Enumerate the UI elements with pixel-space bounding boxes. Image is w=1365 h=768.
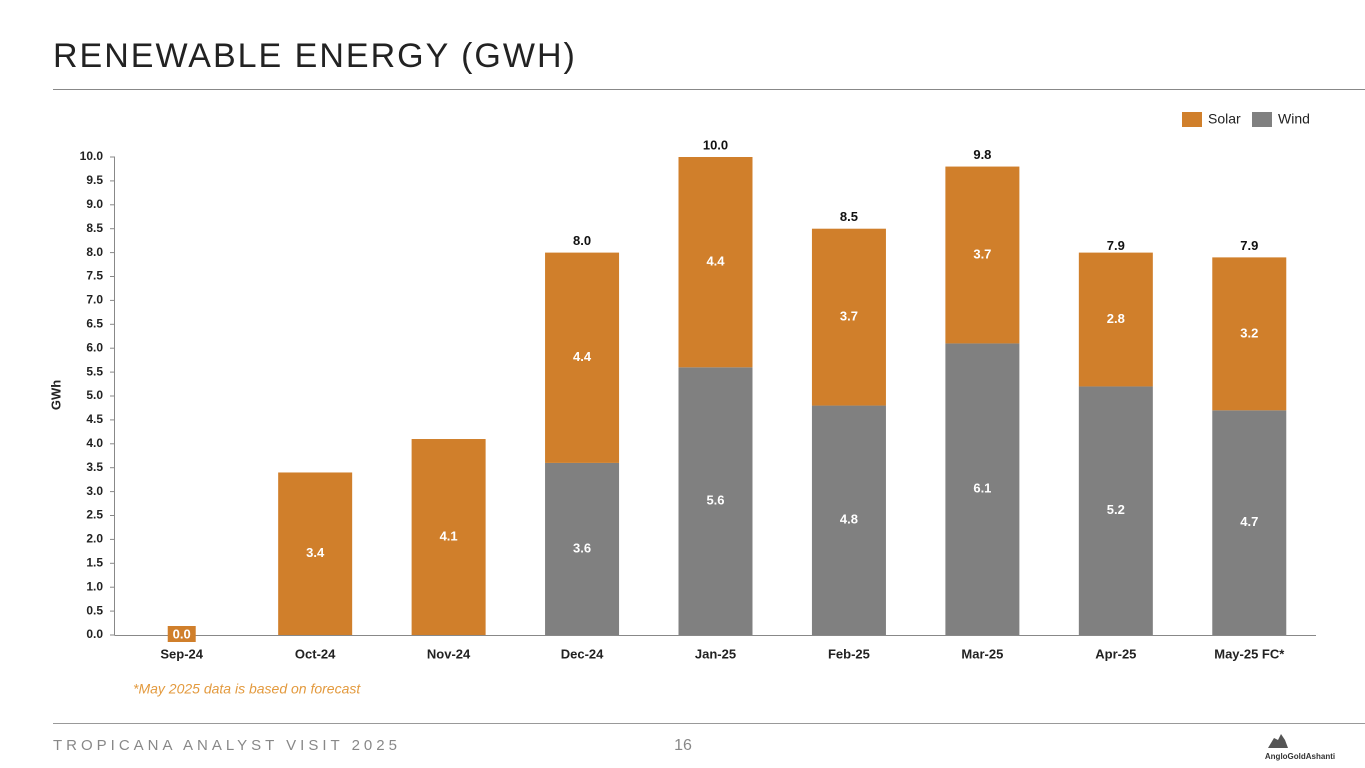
y-tick-label: 9.0 [86,197,103,211]
segment-label: 4.7 [1240,514,1258,529]
logo: AngloGoldAshanti [1265,752,1335,761]
y-tick-label: 9.5 [86,173,103,187]
bar-segment [545,462,620,635]
x-tick-label: Mar-25 [961,646,1003,661]
bar-segment [278,472,353,635]
legend-swatch [1182,112,1202,127]
bar-segment [1078,252,1153,387]
segment-label: 3.4 [306,545,325,560]
segment-label: 4.8 [840,512,858,527]
legend-swatch [1252,112,1272,127]
total-label: 7.9 [1240,238,1258,253]
logo-icon [1268,734,1288,748]
total-label: 8.5 [840,209,858,224]
total-label: 8.0 [573,233,591,248]
bar-segment [1078,386,1153,635]
total-label: 9.8 [973,147,991,162]
y-tick-label: 2.0 [86,532,103,546]
y-tick-label: 8.5 [86,221,103,235]
segment-label: 0.0 [173,626,191,641]
x-tick-label: Feb-25 [828,646,870,661]
bar-segment [545,252,620,463]
y-tick-label: 8.0 [86,245,103,259]
bar-segment [411,439,486,635]
footer-text: TROPICANA ANALYST VISIT 2025 [53,737,401,754]
legend-label: Wind [1278,111,1310,127]
segment-label: 4.4 [573,349,592,364]
y-tick-label: 1.0 [86,579,103,593]
bar-segment [811,228,886,406]
total-label: 10.0 [703,137,728,152]
segment-label: 4.1 [440,528,458,543]
x-tick-label: Apr-25 [1095,646,1136,661]
label-background [167,626,196,642]
total-label: 7.9 [1107,238,1125,253]
y-tick-label: 3.0 [86,484,103,498]
y-tick-label: 7.5 [86,269,103,283]
x-tick-label: Sep-24 [160,646,203,661]
segment-label: 2.8 [1107,311,1125,326]
slide-title: RENEWABLE ENERGY (GWH) [53,37,577,75]
x-tick-label: Oct-24 [295,646,336,661]
y-tick-label: 6.5 [86,316,103,330]
legend-label: Solar [1208,111,1241,127]
bar-segment [945,343,1020,635]
segment-label: 5.6 [706,493,724,508]
bar-segment [1212,257,1287,411]
segment-label: 6.1 [973,481,991,496]
segment-label: 3.7 [840,309,858,324]
bar-segment [811,405,886,635]
footnote: *May 2025 data is based on forecast [133,681,361,697]
segment-label: 3.2 [1240,325,1258,340]
segment-label: 3.6 [573,540,591,555]
bar-segment [678,157,753,368]
y-axis-label: GWh [48,380,63,410]
y-tick-label: 10.0 [80,149,104,163]
page-number: 16 [674,737,692,754]
segment-label: 4.4 [706,254,725,269]
x-tick-label: Nov-24 [427,646,471,661]
x-tick-label: Dec-24 [561,646,604,661]
bar-segment [678,367,753,635]
x-tick-label: Jan-25 [695,646,736,661]
segment-label: 5.2 [1107,502,1125,517]
segment-label: 3.7 [973,246,991,261]
y-tick-label: 5.0 [86,388,103,402]
y-tick-label: 4.0 [86,436,103,450]
bar-segment [945,166,1020,344]
x-tick-label: May-25 FC* [1214,646,1285,661]
bar-segment [1212,410,1287,635]
y-tick-label: 4.5 [86,412,103,426]
y-tick-label: 0.5 [86,603,103,617]
y-tick-label: 6.0 [86,340,103,354]
y-tick-label: 2.5 [86,508,103,522]
y-tick-label: 1.5 [86,555,103,569]
y-tick-label: 0.0 [86,627,103,641]
y-tick-label: 3.5 [86,460,103,474]
y-tick-label: 7.0 [86,293,103,307]
y-tick-label: 5.5 [86,364,103,378]
